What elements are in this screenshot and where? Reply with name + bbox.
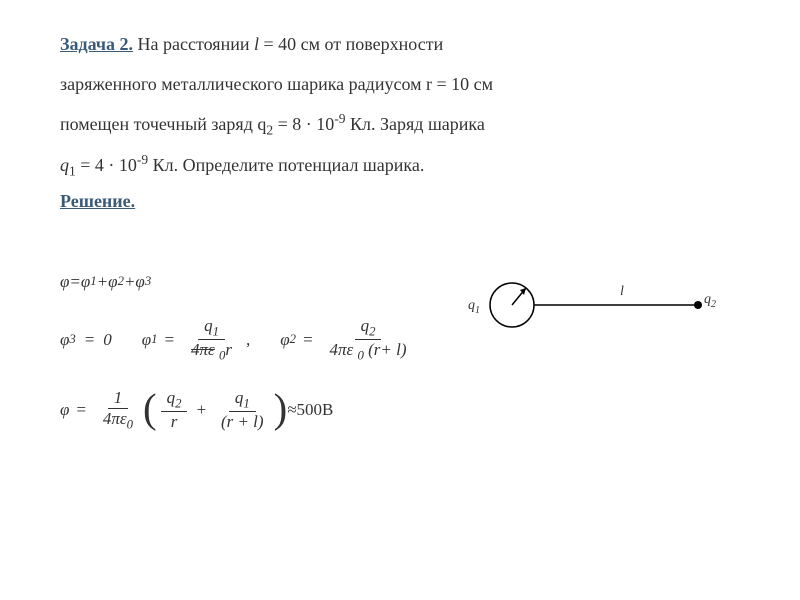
text-fragment: = 4 [76,155,109,175]
text-fragment: помещен точечный заряд q [60,114,266,134]
text-line-2: заряженного металлического шарика радиус… [60,74,493,94]
diagram-label-q2: q2 [704,292,716,310]
text-fragment: 10 [114,155,137,175]
subscript: 1 [69,164,76,179]
formula-result: φ = 1 4πε0 ( q2 r + q1 (r + l) ) ≈ 500B [60,388,740,432]
fraction: q1 (r + l) [215,388,270,432]
problem-statement: Задача 2. На расстоянии l = 40 см от пов… [60,25,740,187]
problem-title: Задача 2. [60,34,133,54]
superscript: -9 [137,152,148,167]
diagram-label-l: l [620,284,624,300]
text-fragment: = 40 см от поверхности [259,34,443,54]
physics-diagram: q1 q2 l [470,270,720,340]
var-q: q [60,155,69,175]
fraction: q1 4πε 0r [185,316,238,364]
solution-label: Решение. [60,191,740,212]
text-fragment: = 8 [273,114,306,134]
diagram-label-q1: q1 [468,298,480,316]
text-fragment: Кл. Определите потенциал шарика. [148,155,424,175]
text-fragment: На расстоянии [133,34,254,54]
fraction: q2 r [161,388,188,432]
fraction: q2 4πε 0 (r+ l) [324,316,413,364]
fraction: 1 4πε0 [97,388,139,432]
text-fragment: 10 [312,114,335,134]
superscript: -9 [334,111,345,126]
text-fragment: Кл. Заряд шарика [346,114,485,134]
